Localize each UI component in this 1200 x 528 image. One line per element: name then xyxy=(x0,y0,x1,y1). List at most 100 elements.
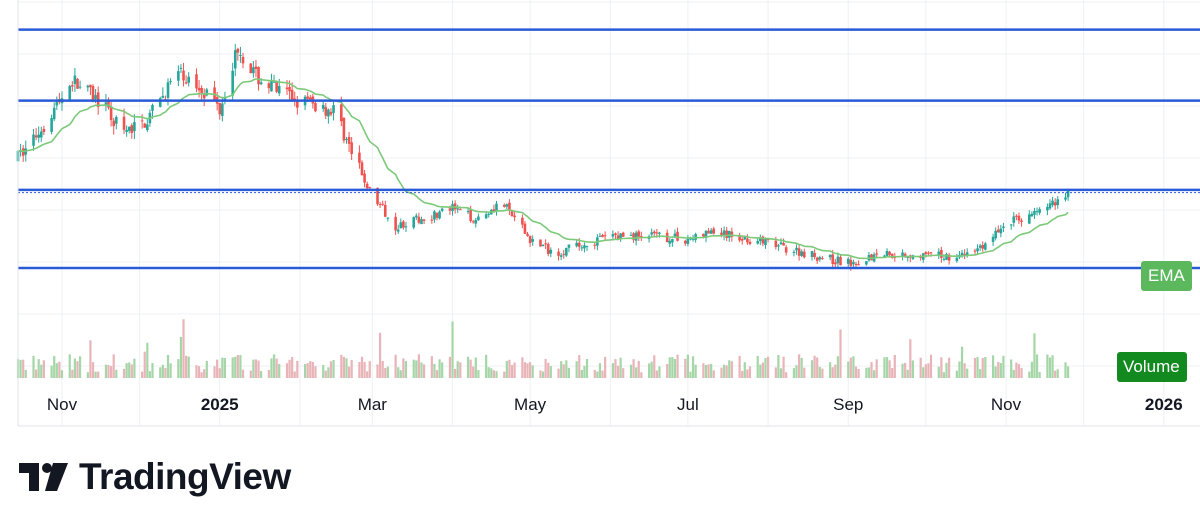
volume-bar xyxy=(795,365,798,378)
volume-bar xyxy=(676,354,679,378)
x-tick-label: 2025 xyxy=(200,395,239,414)
candle-body xyxy=(133,122,136,132)
volume-bar xyxy=(179,336,183,378)
volume-bar xyxy=(435,370,439,378)
volume-bar xyxy=(883,357,886,378)
candle-body xyxy=(365,183,369,189)
candle-body xyxy=(875,253,878,255)
volume-bar xyxy=(472,366,475,378)
volume-bar xyxy=(857,369,860,378)
volume-bar xyxy=(360,356,364,378)
volume-bar xyxy=(580,369,583,378)
volume-bar xyxy=(562,364,565,378)
volume-bar xyxy=(272,354,276,378)
tradingview-logo[interactable]: TradingView xyxy=(19,456,291,497)
candle-body xyxy=(725,230,728,238)
candle-body xyxy=(290,89,294,101)
volume-bar xyxy=(779,368,783,378)
candle-body xyxy=(676,231,679,241)
candle-body xyxy=(585,245,589,247)
candle-body xyxy=(458,209,462,211)
candle-body xyxy=(1012,216,1016,223)
candle-body xyxy=(34,135,38,138)
candle-body xyxy=(360,162,364,176)
candle-body xyxy=(640,235,643,238)
candle-body xyxy=(528,235,532,244)
volume-bar xyxy=(999,363,1002,378)
volume-bar xyxy=(459,362,462,378)
volume-bar xyxy=(278,363,281,378)
candle-body xyxy=(394,216,397,231)
candle-body xyxy=(502,204,506,207)
volume-bar xyxy=(241,369,245,378)
x-tick-label: May xyxy=(514,395,547,414)
candle-body xyxy=(981,244,985,249)
volume-bar xyxy=(303,363,307,378)
candle-body xyxy=(673,233,677,238)
candle-body xyxy=(813,252,816,257)
candle-body xyxy=(104,102,108,105)
volume-bar xyxy=(596,371,599,378)
volume-bar xyxy=(1012,369,1015,378)
volume-bar xyxy=(707,364,710,378)
volume-bar xyxy=(741,370,744,378)
candle-body xyxy=(691,238,695,240)
volume-bar xyxy=(798,354,801,378)
candle-body xyxy=(991,236,995,242)
candle-body xyxy=(738,235,741,241)
candle-body xyxy=(50,118,53,132)
volume-indicator-tag[interactable]: Volume xyxy=(1117,352,1187,382)
candle-body xyxy=(161,95,165,98)
volume-bar xyxy=(766,356,770,378)
volume-bar xyxy=(76,361,79,378)
volume-bar xyxy=(366,371,369,378)
candle-body xyxy=(766,238,770,240)
candle-body xyxy=(205,89,209,96)
candle-body xyxy=(143,123,147,128)
ema-indicator-tag[interactable]: EMA xyxy=(1141,261,1192,291)
price-chart[interactable] xyxy=(0,0,1200,430)
volume-bar xyxy=(314,366,317,378)
candle-body xyxy=(399,222,403,229)
volume-bar xyxy=(130,364,133,378)
candle-body xyxy=(577,242,581,247)
volume-bar xyxy=(24,370,27,378)
volume-bar xyxy=(495,371,498,378)
candle-body xyxy=(668,240,672,244)
volume-bar xyxy=(725,365,728,378)
candle-body xyxy=(477,216,480,221)
volume-bar xyxy=(417,354,420,378)
volume-bar xyxy=(849,357,852,378)
volume-bar xyxy=(115,369,118,378)
volume-bar xyxy=(441,362,444,378)
volume-bar xyxy=(560,361,563,378)
candle-body xyxy=(965,252,969,256)
volume-bar xyxy=(430,356,433,378)
candle-body xyxy=(686,238,690,244)
volume-bar xyxy=(764,357,767,378)
volume-bar xyxy=(601,370,604,378)
candle-body xyxy=(756,241,760,244)
volume-bar xyxy=(133,358,136,378)
candle-body xyxy=(839,256,842,266)
volume-bar xyxy=(37,359,40,378)
candle-body xyxy=(549,249,553,254)
candle-body xyxy=(849,259,853,266)
volume-bar xyxy=(454,368,457,378)
volume-bar xyxy=(529,362,532,378)
volume-bar xyxy=(929,354,933,378)
candle-body xyxy=(1015,215,1018,217)
candle-body xyxy=(960,252,964,256)
candle-body xyxy=(531,239,535,242)
volume-bar xyxy=(1056,369,1059,378)
candle-body xyxy=(924,252,928,255)
candle-body xyxy=(114,117,118,124)
candle-body xyxy=(650,232,653,235)
candle-body xyxy=(759,237,762,242)
volume-bar xyxy=(955,370,958,378)
candle-body xyxy=(854,263,858,265)
candle-body xyxy=(440,208,444,211)
volume-bar xyxy=(710,363,713,378)
candle-body xyxy=(76,78,79,89)
candle-body xyxy=(740,238,744,241)
